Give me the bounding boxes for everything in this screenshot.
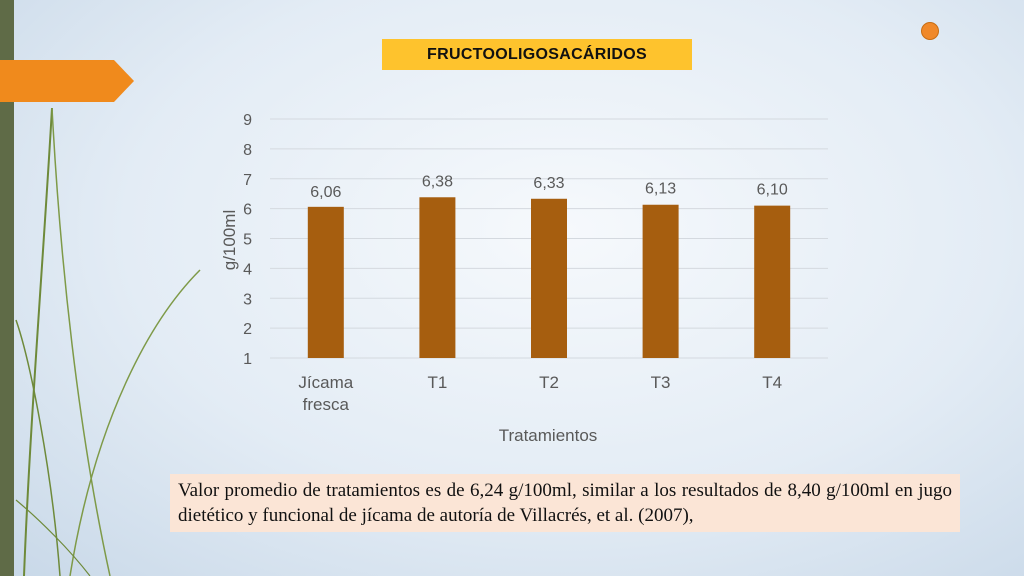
- y-tick-label: 2: [243, 321, 252, 338]
- x-tick-labels: Jícama fresca T1 T2 T3 T4: [298, 373, 782, 414]
- bar: [419, 197, 456, 358]
- x-tick-label: T1: [427, 373, 447, 392]
- y-tick-label: 7: [243, 172, 252, 189]
- x-tick-label: T2: [539, 373, 559, 392]
- note-text: Valor promedio de tratamientos es de 6,2…: [170, 474, 960, 532]
- data-label: 6,33: [533, 175, 564, 192]
- x-tick-label: T4: [762, 373, 782, 392]
- orange-arrow-tab: [0, 60, 134, 102]
- data-label: 6,10: [757, 182, 788, 199]
- x-tick-label: fresca: [303, 395, 350, 414]
- y-tick-label: 8: [243, 142, 252, 159]
- y-tick-labels: 1 2 3 4 5 6 7 8 9: [243, 112, 252, 368]
- orange-dot-icon: [921, 22, 939, 40]
- data-label: 6,06: [310, 184, 341, 201]
- y-tick-label: 4: [243, 261, 252, 278]
- y-tick-label: 1: [243, 351, 252, 368]
- x-axis-label: Tratamientos: [499, 426, 598, 445]
- data-labels: 6,06 6,38 6,33 6,13 6,10: [310, 173, 788, 201]
- left-green-strip: [0, 0, 14, 576]
- data-label: 6,13: [645, 181, 676, 198]
- y-tick-label: 3: [243, 291, 252, 308]
- bars: [307, 197, 791, 358]
- x-tick-label: T3: [651, 373, 671, 392]
- bar: [754, 205, 791, 358]
- data-label: 6,38: [422, 173, 453, 190]
- y-tick-label: 6: [243, 202, 252, 219]
- x-tick-label: Jícama: [298, 373, 353, 392]
- bar: [307, 206, 344, 358]
- bar: [531, 198, 567, 358]
- y-tick-label: 9: [243, 112, 252, 129]
- y-tick-label: 5: [243, 232, 252, 249]
- y-axis-label: g/100ml: [220, 210, 239, 270]
- bar: [642, 204, 679, 358]
- decorative-curves: [15, 107, 201, 576]
- chart-title: FRUCTOOLIGOSACÁRIDOS: [382, 39, 692, 70]
